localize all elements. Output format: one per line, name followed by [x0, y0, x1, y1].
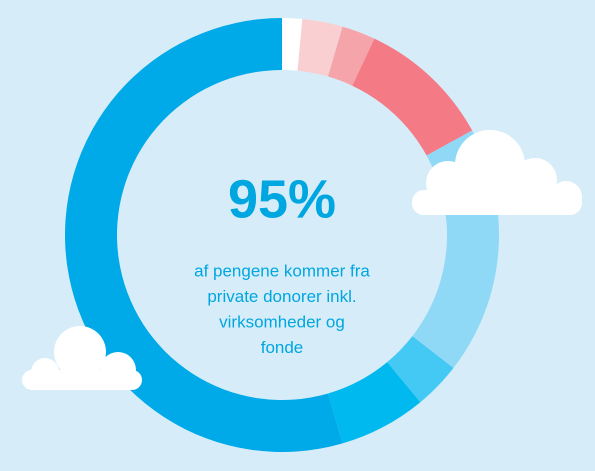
center-text-line: af pengene kommer fra — [194, 261, 370, 280]
segment — [328, 362, 421, 444]
center-text-line: private donorer inkl. — [207, 287, 356, 306]
segment — [297, 18, 343, 77]
segment — [352, 38, 473, 156]
center-text: af pengene kommer fra private donorer ink… — [194, 261, 370, 357]
center-text-line: virksomheder og — [219, 312, 345, 331]
segment — [64, 18, 343, 452]
center-text-line: fonde — [261, 338, 304, 357]
segment — [282, 18, 303, 71]
cloud-right — [412, 130, 582, 215]
segment — [387, 336, 454, 403]
center-value: 95% — [228, 169, 336, 229]
segment — [328, 26, 375, 86]
cloud-left — [22, 326, 142, 390]
